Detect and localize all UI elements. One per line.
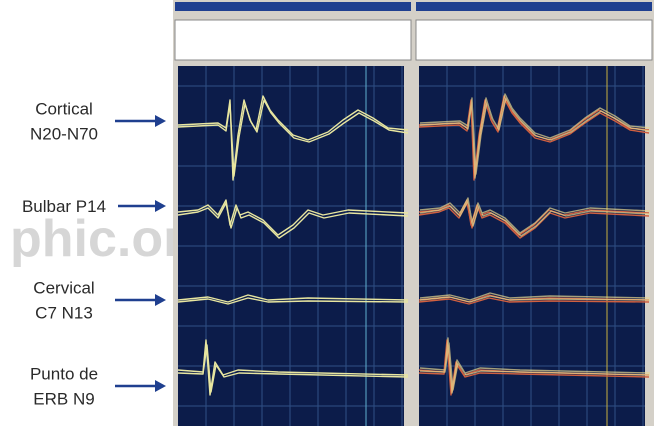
watermark: phic.or bbox=[10, 210, 183, 268]
toolbar bbox=[416, 20, 652, 60]
arrow-head bbox=[155, 294, 166, 306]
toolbar bbox=[175, 20, 411, 60]
title-bar bbox=[175, 2, 411, 11]
label-text: Bulbar P14 bbox=[22, 197, 106, 216]
screenshot bbox=[173, 0, 654, 426]
label-text: N20-N70 bbox=[30, 125, 98, 144]
arrow-head bbox=[155, 380, 166, 392]
figure: phic.or Cortical N20-N70 Bulbar P14 Cervica… bbox=[0, 0, 654, 426]
label-text: C7 N13 bbox=[35, 304, 93, 323]
arrow-head bbox=[155, 115, 166, 127]
label-text: Cortical bbox=[35, 100, 93, 119]
title-bar bbox=[416, 2, 652, 11]
label-text: ERB N9 bbox=[33, 390, 94, 409]
label-text: Punto de bbox=[30, 365, 98, 384]
label-text: Cervical bbox=[33, 279, 94, 298]
